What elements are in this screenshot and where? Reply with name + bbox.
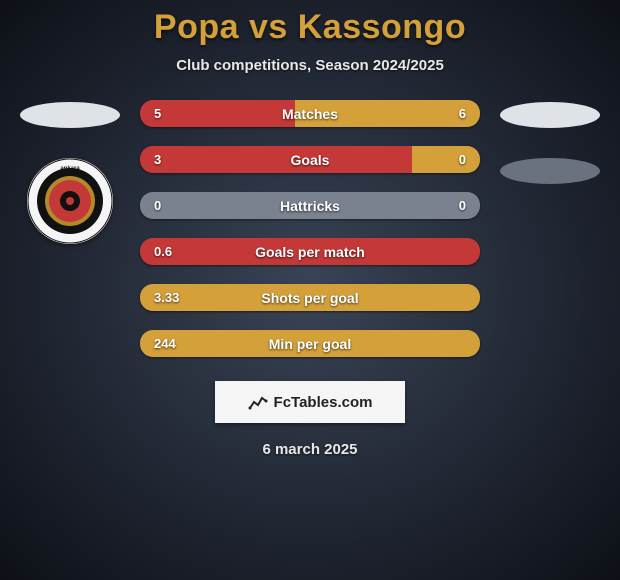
stat-row: Min per goal244 — [140, 330, 480, 357]
stat-bar-track — [140, 192, 480, 219]
stat-row: Shots per goal3.33 — [140, 284, 480, 311]
right-club-placeholder — [500, 158, 600, 184]
stat-bar-left-segment — [140, 330, 480, 357]
stat-bar-right-segment — [412, 146, 480, 173]
comparison-widget: Popa vs Kassongo Club competitions, Seas… — [0, 0, 620, 580]
date-text: 6 march 2025 — [262, 441, 357, 458]
right-flag-placeholder — [500, 102, 600, 128]
stat-bar-left-segment — [140, 238, 480, 265]
stat-bar-track — [140, 238, 480, 265]
stat-bar-left-segment — [140, 192, 480, 219]
left-player-column: ankara — [20, 100, 120, 244]
genclerbirligi-logo-icon: ankara — [27, 158, 113, 244]
stats-bars: Matches56 Goals30 Hattricks00 Goals per mat… — [140, 100, 480, 357]
fctables-logo-icon — [248, 392, 268, 412]
stat-bar-track — [140, 100, 480, 127]
stat-bar-track — [140, 146, 480, 173]
left-flag-placeholder — [20, 102, 120, 128]
right-player-column — [500, 100, 600, 184]
watermark-badge: FcTables.com — [215, 381, 405, 423]
stat-row: Matches56 — [140, 100, 480, 127]
stat-bar-left-segment — [140, 100, 295, 127]
left-club-badge: ankara — [27, 158, 113, 244]
stat-bar-track — [140, 284, 480, 311]
stat-row: Goals30 — [140, 146, 480, 173]
watermark-text: FcTables.com — [274, 394, 373, 411]
page-subtitle: Club competitions, Season 2024/2025 — [176, 57, 444, 74]
stat-row: Hattricks00 — [140, 192, 480, 219]
comparison-body: ankara Matches56 Goals30 Hattricks00 Goals … — [0, 100, 620, 357]
stat-bar-left-segment — [140, 146, 412, 173]
page-title: Popa vs Kassongo — [154, 8, 466, 47]
stat-row: Goals per match0.6 — [140, 238, 480, 265]
stat-bar-left-segment — [140, 284, 480, 311]
stat-bar-track — [140, 330, 480, 357]
svg-text:ankara: ankara — [60, 166, 80, 172]
stat-bar-right-segment — [295, 100, 480, 127]
